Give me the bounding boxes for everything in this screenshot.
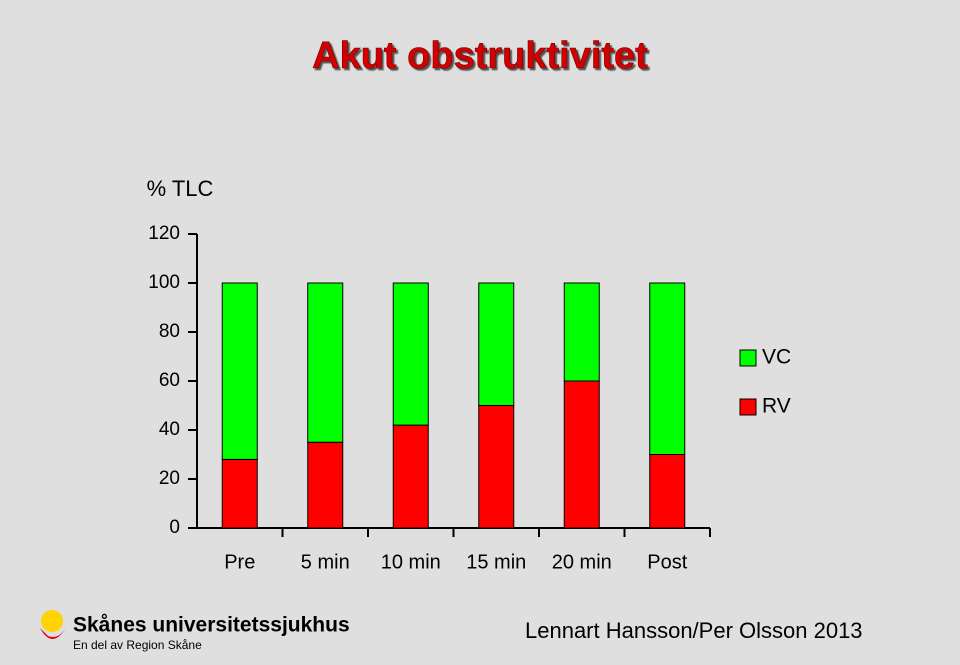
- bar-segment: [649, 282, 686, 455]
- x-tick-label: Pre: [224, 551, 255, 573]
- legend-swatch: [739, 398, 757, 416]
- bar-segment: [221, 458, 258, 529]
- y-tick-label: 20: [159, 468, 180, 489]
- legend-label: RV: [762, 395, 791, 418]
- y-tick-label: 80: [159, 321, 180, 342]
- y-tick-label: 60: [159, 370, 180, 391]
- bar-segment: [307, 441, 344, 529]
- bar-segment: [392, 282, 429, 426]
- y-tick-label: 40: [159, 419, 180, 440]
- bar-segment: [649, 454, 686, 529]
- x-tick-label: Post: [647, 551, 687, 573]
- chart-title: Akut obstruktivitet: [312, 35, 648, 77]
- y-tick-label: 100: [148, 272, 180, 293]
- bar-segment: [221, 282, 258, 460]
- logo-subtitle: En del av Region Skåne: [73, 638, 202, 652]
- bar-segment: [307, 282, 344, 443]
- bar-segment: [478, 282, 515, 406]
- legend-label: VC: [762, 346, 791, 369]
- x-tick-label: 15 min: [466, 551, 526, 573]
- x-tick-label: 5 min: [301, 551, 350, 573]
- logo-title: Skånes universitetssjukhus: [73, 614, 350, 637]
- y-axis-label: % TLC: [147, 176, 214, 201]
- bar-segment: [392, 424, 429, 529]
- bar-segment: [563, 380, 600, 529]
- logo: Skånes universitetssjukhus En del av Reg…: [40, 610, 350, 652]
- legend-swatch: [739, 349, 757, 367]
- logo-sun: [41, 610, 63, 632]
- x-tick-label: 20 min: [552, 551, 612, 573]
- y-tick-label: 0: [169, 517, 180, 538]
- bar-segment: [563, 282, 600, 382]
- y-tick-label: 120: [148, 223, 180, 244]
- author: Lennart Hansson/Per Olsson 2013: [525, 618, 863, 643]
- logo-arc: [40, 628, 66, 639]
- x-tick-label: 10 min: [381, 551, 441, 573]
- bar-segment: [478, 405, 515, 529]
